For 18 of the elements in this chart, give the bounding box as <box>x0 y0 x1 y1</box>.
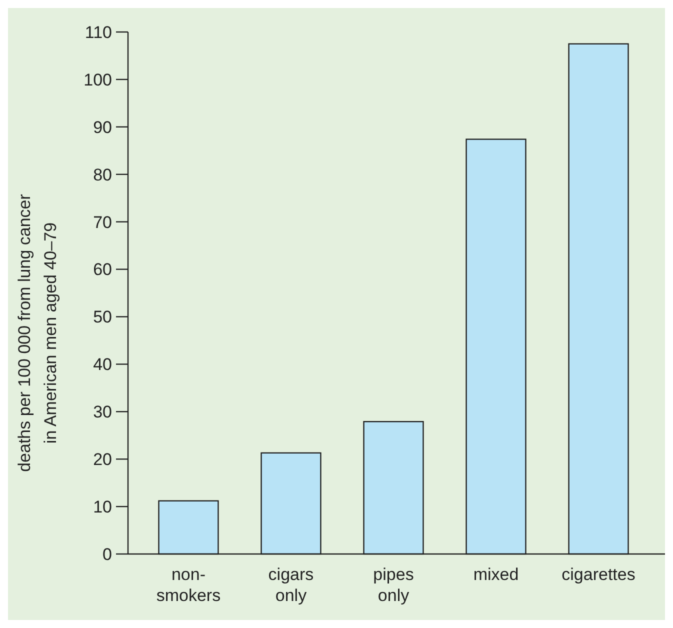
y-tick-label: 20 <box>93 450 112 470</box>
y-tick-label: 70 <box>93 212 112 232</box>
y-tick-label: 30 <box>93 402 112 422</box>
y-tick-label: 40 <box>93 355 112 374</box>
x-tick-label: non-smokers <box>156 565 221 605</box>
x-tick-label: cigarettes <box>562 565 636 584</box>
y-tick-label: 50 <box>93 308 112 327</box>
x-tick-label: cigars only <box>268 565 314 605</box>
y-tick-label: 80 <box>93 165 112 184</box>
y-tick-label: 100 <box>84 70 112 90</box>
y-tick-label: 0 <box>102 544 112 564</box>
y-tick-label: 90 <box>93 118 112 137</box>
y-axis-title: deaths per 100 000 from lung cancer in American men aged 40–79 <box>15 194 60 472</box>
y-tick-label: 110 <box>84 22 112 42</box>
y-tick-label: 10 <box>93 497 112 516</box>
y-tick-label: 60 <box>93 260 112 280</box>
x-tick-label: pipes only <box>373 565 414 605</box>
x-tick-label: mixed <box>473 565 519 584</box>
